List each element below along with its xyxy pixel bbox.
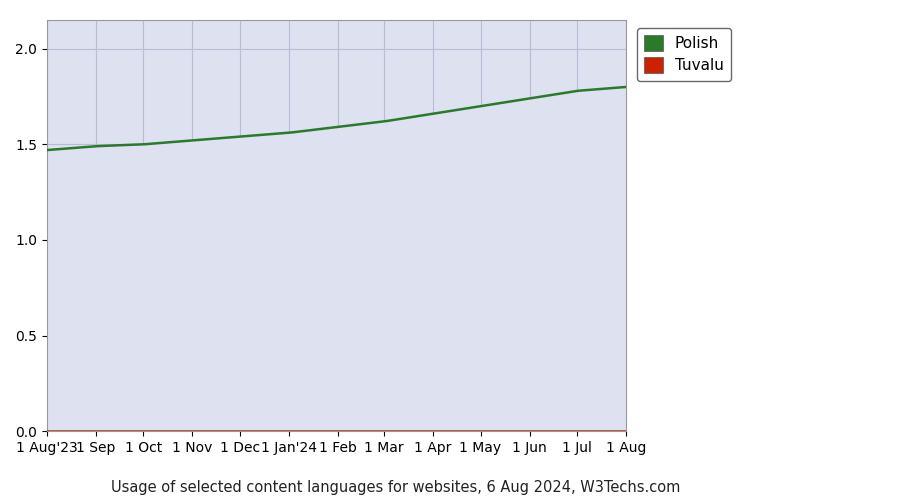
Text: Usage of selected content languages for websites, 6 Aug 2024, W3Techs.com: Usage of selected content languages for …: [112, 480, 680, 495]
Legend: Polish, Tuvalu: Polish, Tuvalu: [636, 28, 732, 81]
